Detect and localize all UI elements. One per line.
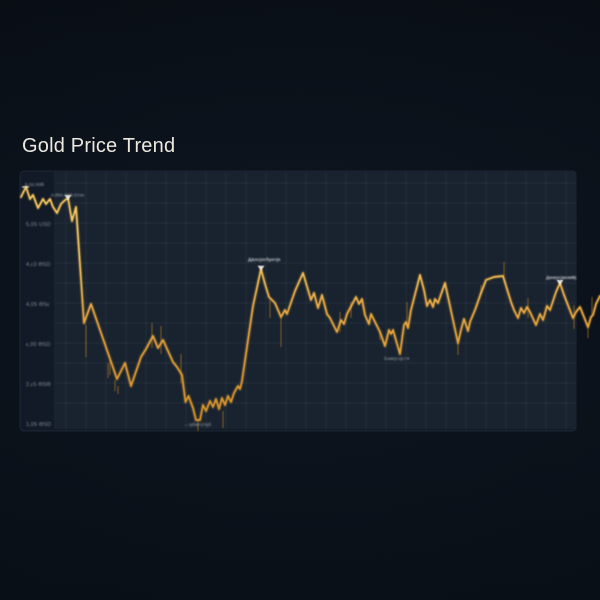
svg-text:←оϳбвктϳтѕјб: ←оϳбвктϳтѕјб (184, 422, 211, 427)
svg-text:Дϰмуϲϳвомϴј: Дϰмуϲϳвомϴј (546, 275, 576, 280)
svg-text:1,05 ϴSD: 1,05 ϴSD (26, 422, 51, 428)
svg-text:ƛомеϳϲоϳϵт∗: ƛомеϳϲоϳϵт∗ (384, 356, 410, 361)
svg-text:5,02,00ƚƙ: 5,02,00ƚƙ (25, 182, 45, 187)
svg-text:2,ϵ5 ϴSϴ: 2,ϵ5 ϴSϴ (26, 382, 51, 388)
svg-text:4,05 ϴSϵ: 4,05 ϴSϵ (26, 302, 50, 308)
svg-text:ДΔоϲϳогƛретϳе: ДΔоϲϳогƛретϳе (248, 257, 281, 262)
svg-text:4,894,07Ɵ,0Λѕϵ: 4,894,07Ɵ,0Λѕϵ (51, 193, 84, 198)
svg-text:ϵ,00 ϴSD: ϵ,00 ϴSD (26, 342, 51, 348)
svg-text:5,05 USD: 5,05 USD (26, 222, 51, 228)
svg-text:4,ϵ3 ϴSD: 4,ϵ3 ϴSD (26, 262, 51, 268)
